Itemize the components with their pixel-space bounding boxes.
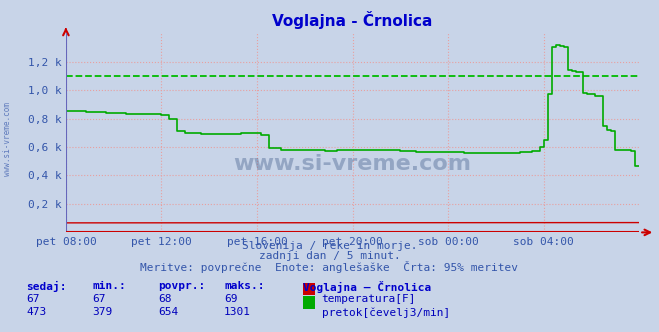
Text: 69: 69 [224, 294, 237, 304]
Text: Voglajna – Črnolica: Voglajna – Črnolica [303, 281, 432, 292]
Text: Meritve: povprečne  Enote: anglešaške  Črta: 95% meritev: Meritve: povprečne Enote: anglešaške Črt… [140, 261, 519, 273]
Text: 67: 67 [26, 294, 40, 304]
Text: Slovenija / reke in morje.: Slovenija / reke in morje. [242, 241, 417, 251]
Title: Voglajna - Črnolica: Voglajna - Črnolica [272, 11, 433, 29]
Text: povpr.:: povpr.: [158, 281, 206, 290]
Text: temperatura[F]: temperatura[F] [322, 294, 416, 304]
Text: www.si-vreme.com: www.si-vreme.com [233, 154, 472, 174]
Text: 68: 68 [158, 294, 171, 304]
Text: 379: 379 [92, 307, 113, 317]
Text: 473: 473 [26, 307, 47, 317]
Text: maks.:: maks.: [224, 281, 264, 290]
Text: 654: 654 [158, 307, 179, 317]
Text: min.:: min.: [92, 281, 126, 290]
Text: 67: 67 [92, 294, 105, 304]
Text: 1301: 1301 [224, 307, 251, 317]
Text: pretok[čevelj3/min]: pretok[čevelj3/min] [322, 307, 450, 318]
Text: www.si-vreme.com: www.si-vreme.com [3, 103, 13, 176]
Text: sedaj:: sedaj: [26, 281, 67, 291]
Text: zadnji dan / 5 minut.: zadnji dan / 5 minut. [258, 251, 401, 261]
